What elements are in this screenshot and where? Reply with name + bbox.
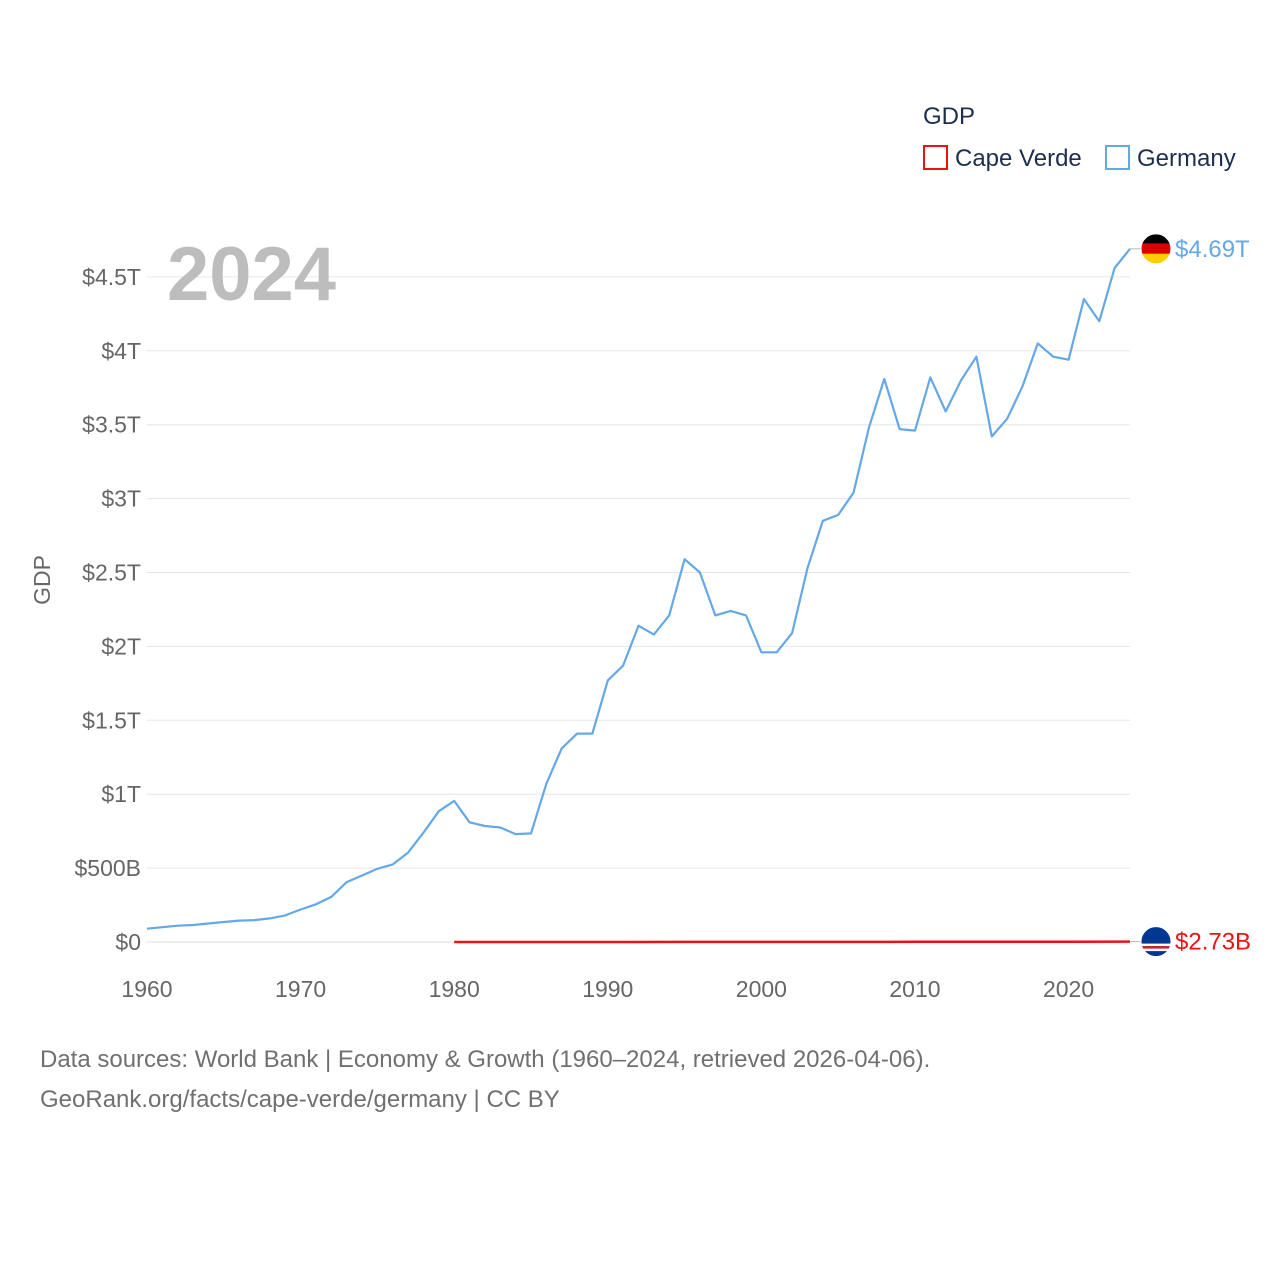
footer-sources: Data sources: World Bank | Economy & Gro… (40, 1046, 931, 1073)
y-tick-label: $4.5T (82, 264, 141, 290)
y-tick-label: $4T (101, 338, 141, 364)
x-tick-label: 1990 (582, 976, 633, 1002)
germany-flag-icon (1140, 233, 1172, 265)
x-tick-label: 2000 (736, 976, 787, 1002)
grid-lines (147, 276, 1130, 943)
footer: Data sources: World Bank | Economy & Gro… (40, 1040, 930, 1120)
series-lines (146, 248, 1131, 944)
x-tick-label: 2020 (1043, 976, 1094, 1002)
x-tick-label: 2010 (889, 976, 940, 1002)
year-watermark: 2024 (167, 232, 336, 317)
x-tick-label: 1980 (429, 976, 480, 1002)
legend-title: GDP (923, 103, 975, 130)
legend-label-cape-verde[interactable]: Cape Verde (955, 145, 1082, 172)
y-tick-label: $500B (74, 855, 141, 881)
footer-attribution: GeoRank.org/facts/cape-verde/germany | C… (40, 1086, 560, 1113)
y-tick-label: $2T (101, 633, 141, 659)
end-value-label-germany: $4.69T (1175, 236, 1250, 263)
legend-swatch-germany[interactable] (1105, 145, 1130, 170)
y-axis-title: GDP (29, 555, 55, 605)
x-axis-ticks: 1960 1970 1980 1990 2000 2010 2020 (121, 976, 1094, 1002)
cape-verde-flag-icon (1140, 926, 1172, 958)
y-tick-label: $0 (115, 929, 141, 955)
y-tick-label: $3.5T (82, 412, 141, 438)
gdp-chart: 2024 $0$500B$1T$1.5T$2T$2.5T$3T$3.5T$4T$… (29, 103, 1251, 1002)
series-end-markers: $2.73B $4.69T (1130, 233, 1251, 958)
x-tick-label: 1960 (121, 976, 172, 1002)
x-tick-label: 1970 (275, 976, 326, 1002)
y-tick-label: $1T (101, 781, 141, 807)
legend-swatch-cape-verde[interactable] (923, 145, 948, 170)
legend[interactable]: GDP Cape Verde Germany (923, 103, 1236, 172)
y-tick-label: $2.5T (82, 560, 141, 586)
y-axis-ticks: $0 $500B $1T $1.5T $2T $2.5T $3T $3.5T $4T $4.5T (74, 264, 141, 955)
series-line-germany[interactable] (146, 248, 1131, 930)
y-tick-label: $3T (101, 486, 141, 512)
end-value-label-cape-verde: $2.73B (1175, 929, 1251, 956)
y-tick-label: $1.5T (82, 707, 141, 733)
legend-label-germany[interactable]: Germany (1137, 145, 1236, 172)
